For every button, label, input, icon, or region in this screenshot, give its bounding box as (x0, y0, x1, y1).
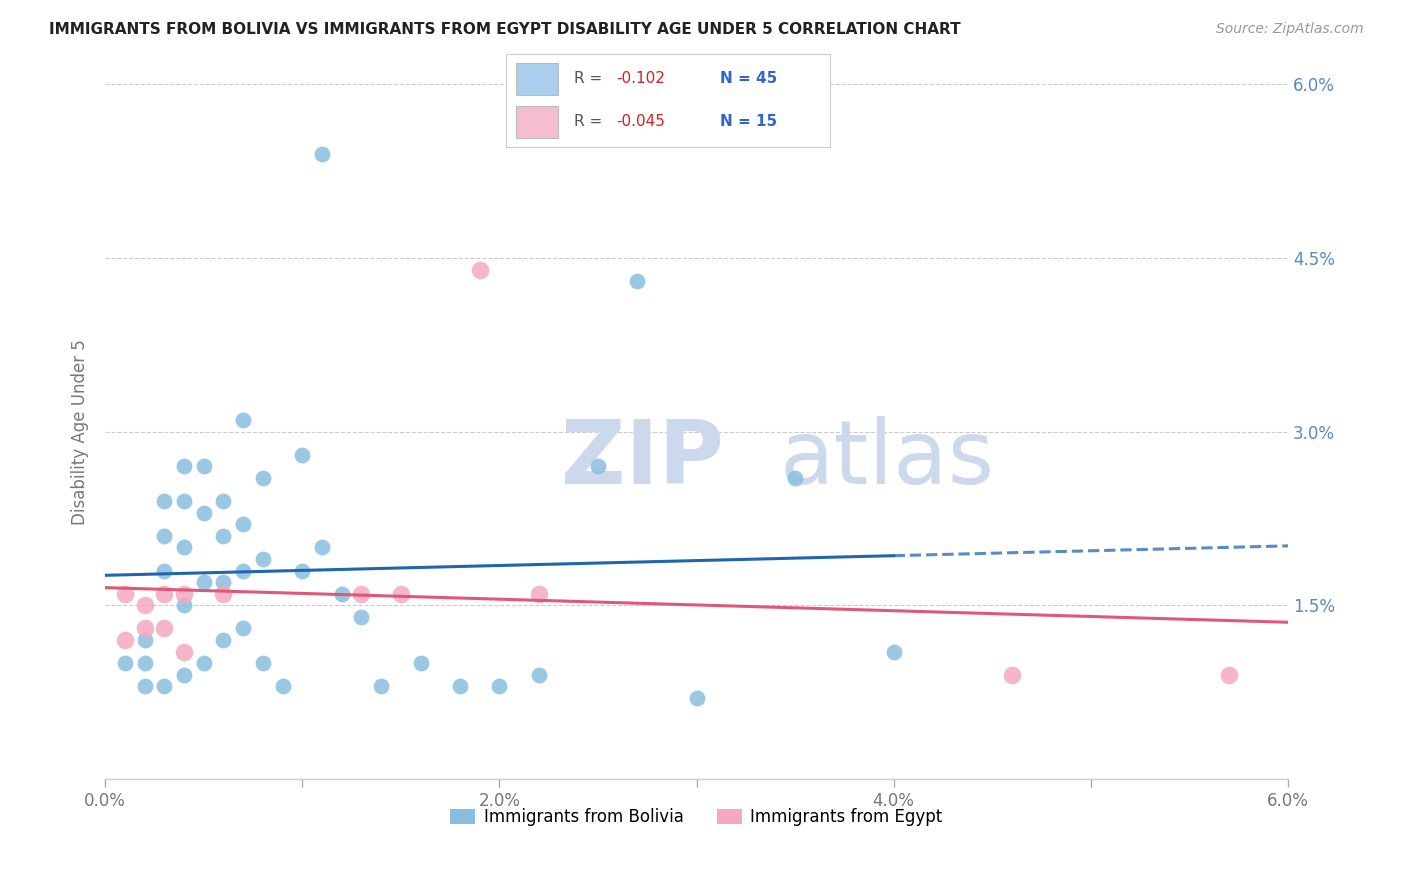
Point (173, 541, 195, 555)
Point (311, 541, 333, 555)
Point (232, 517, 254, 532)
Text: ZIP: ZIP (561, 416, 723, 503)
Point (153, 587, 176, 601)
Point (212, 587, 235, 601)
Point (153, 564, 176, 578)
Text: N = 45: N = 45 (720, 71, 778, 87)
Point (1218, 667, 1240, 681)
Point (193, 575, 215, 590)
Point (449, 679, 471, 693)
Point (527, 587, 550, 601)
Point (212, 575, 235, 590)
Point (232, 622, 254, 636)
Point (153, 622, 176, 636)
Text: Source: ZipAtlas.com: Source: ZipAtlas.com (1216, 22, 1364, 37)
Point (173, 644, 195, 658)
Point (626, 274, 648, 288)
Point (173, 494, 195, 508)
Point (173, 459, 195, 474)
FancyBboxPatch shape (516, 106, 558, 138)
Point (488, 679, 510, 693)
Point (134, 599, 156, 613)
Point (212, 633, 235, 648)
Point (134, 679, 156, 693)
Point (153, 494, 176, 508)
Point (232, 413, 254, 427)
Point (193, 459, 215, 474)
Point (173, 587, 195, 601)
Point (586, 459, 609, 474)
Point (173, 667, 195, 681)
Point (330, 587, 353, 601)
Point (114, 656, 136, 670)
Point (311, 147, 333, 161)
Point (153, 679, 176, 693)
Point (114, 633, 136, 648)
Point (114, 587, 136, 601)
Point (212, 494, 235, 508)
Point (252, 552, 274, 566)
Y-axis label: Disability Age Under 5: Disability Age Under 5 (72, 339, 89, 524)
Point (685, 690, 707, 705)
Text: N = 15: N = 15 (720, 114, 776, 129)
Point (389, 587, 412, 601)
Text: -0.102: -0.102 (616, 71, 665, 87)
Text: atlas: atlas (779, 416, 994, 503)
Point (212, 529, 235, 543)
Legend: Immigrants from Bolivia, Immigrants from Egypt: Immigrants from Bolivia, Immigrants from… (444, 802, 949, 833)
Point (1001, 667, 1024, 681)
Point (271, 679, 294, 693)
Point (134, 622, 156, 636)
Point (350, 587, 373, 601)
Point (153, 529, 176, 543)
Point (527, 667, 550, 681)
Point (134, 656, 156, 670)
Text: IMMIGRANTS FROM BOLIVIA VS IMMIGRANTS FROM EGYPT DISABILITY AGE UNDER 5 CORRELAT: IMMIGRANTS FROM BOLIVIA VS IMMIGRANTS FR… (49, 22, 960, 37)
Point (409, 656, 432, 670)
Point (232, 564, 254, 578)
Point (173, 599, 195, 613)
Point (785, 471, 807, 485)
Text: -0.045: -0.045 (616, 114, 665, 129)
Point (350, 610, 373, 624)
Point (193, 506, 215, 520)
Point (468, 262, 491, 277)
Point (252, 471, 274, 485)
Point (134, 633, 156, 648)
Point (291, 564, 314, 578)
Point (193, 656, 215, 670)
FancyBboxPatch shape (516, 63, 558, 95)
Point (370, 679, 392, 693)
Point (291, 448, 314, 462)
Point (252, 656, 274, 670)
Text: R =: R = (574, 114, 607, 129)
Point (883, 644, 905, 658)
Text: R =: R = (574, 71, 607, 87)
